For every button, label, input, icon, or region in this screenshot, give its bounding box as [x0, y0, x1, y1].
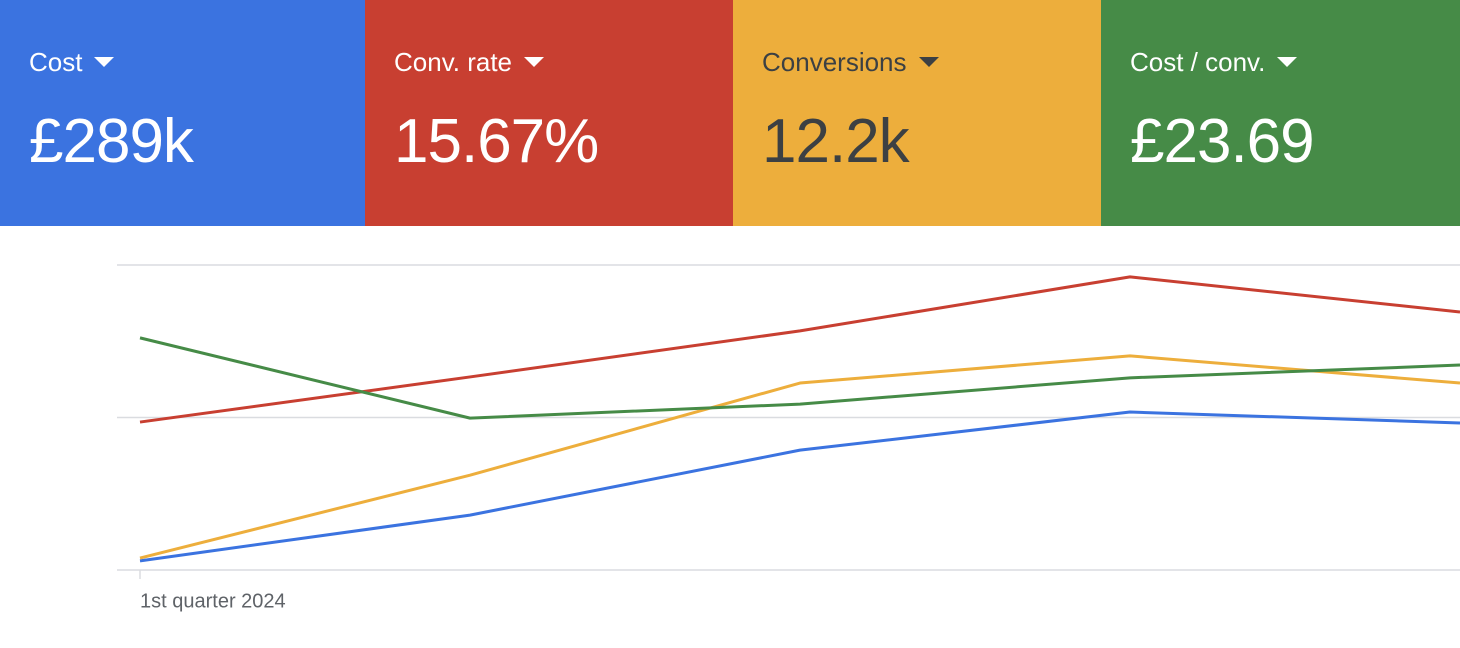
x-tick-label: 1st quarter 2024 — [140, 590, 286, 612]
dropdown-icon[interactable] — [1277, 57, 1298, 67]
dropdown-icon[interactable] — [918, 57, 939, 67]
series-line — [139, 275, 1460, 424]
series-line — [139, 336, 1460, 420]
metric-label: Cost / conv. — [1130, 46, 1266, 77]
metric-value: 12.2k — [762, 107, 910, 176]
metric-label: Conv. rate — [394, 46, 513, 77]
dropdown-icon[interactable] — [524, 57, 545, 67]
metric-value: £23.69 — [1130, 107, 1315, 176]
metric-card[interactable]: Conversions 12.2k — [733, 0, 1101, 226]
metric-card[interactable]: Conv. rate 15.67% — [365, 0, 733, 226]
series-line — [139, 410, 1460, 563]
chart: 1st quarter 2024 — [117, 264, 1460, 612]
metric-label: Conversions — [762, 46, 907, 77]
metric-value: £289k — [29, 107, 194, 176]
dropdown-icon[interactable] — [94, 57, 115, 67]
metric-label: Cost — [29, 46, 83, 77]
metric-card[interactable]: Cost £289k — [0, 0, 365, 226]
metric-card[interactable]: Cost / conv. £23.69 — [1101, 0, 1460, 226]
series-line — [139, 354, 1460, 560]
metric-cards: Cost £289k Conv. rate 15.67% Conversions… — [0, 0, 1460, 226]
metric-value: 15.67% — [394, 107, 599, 176]
